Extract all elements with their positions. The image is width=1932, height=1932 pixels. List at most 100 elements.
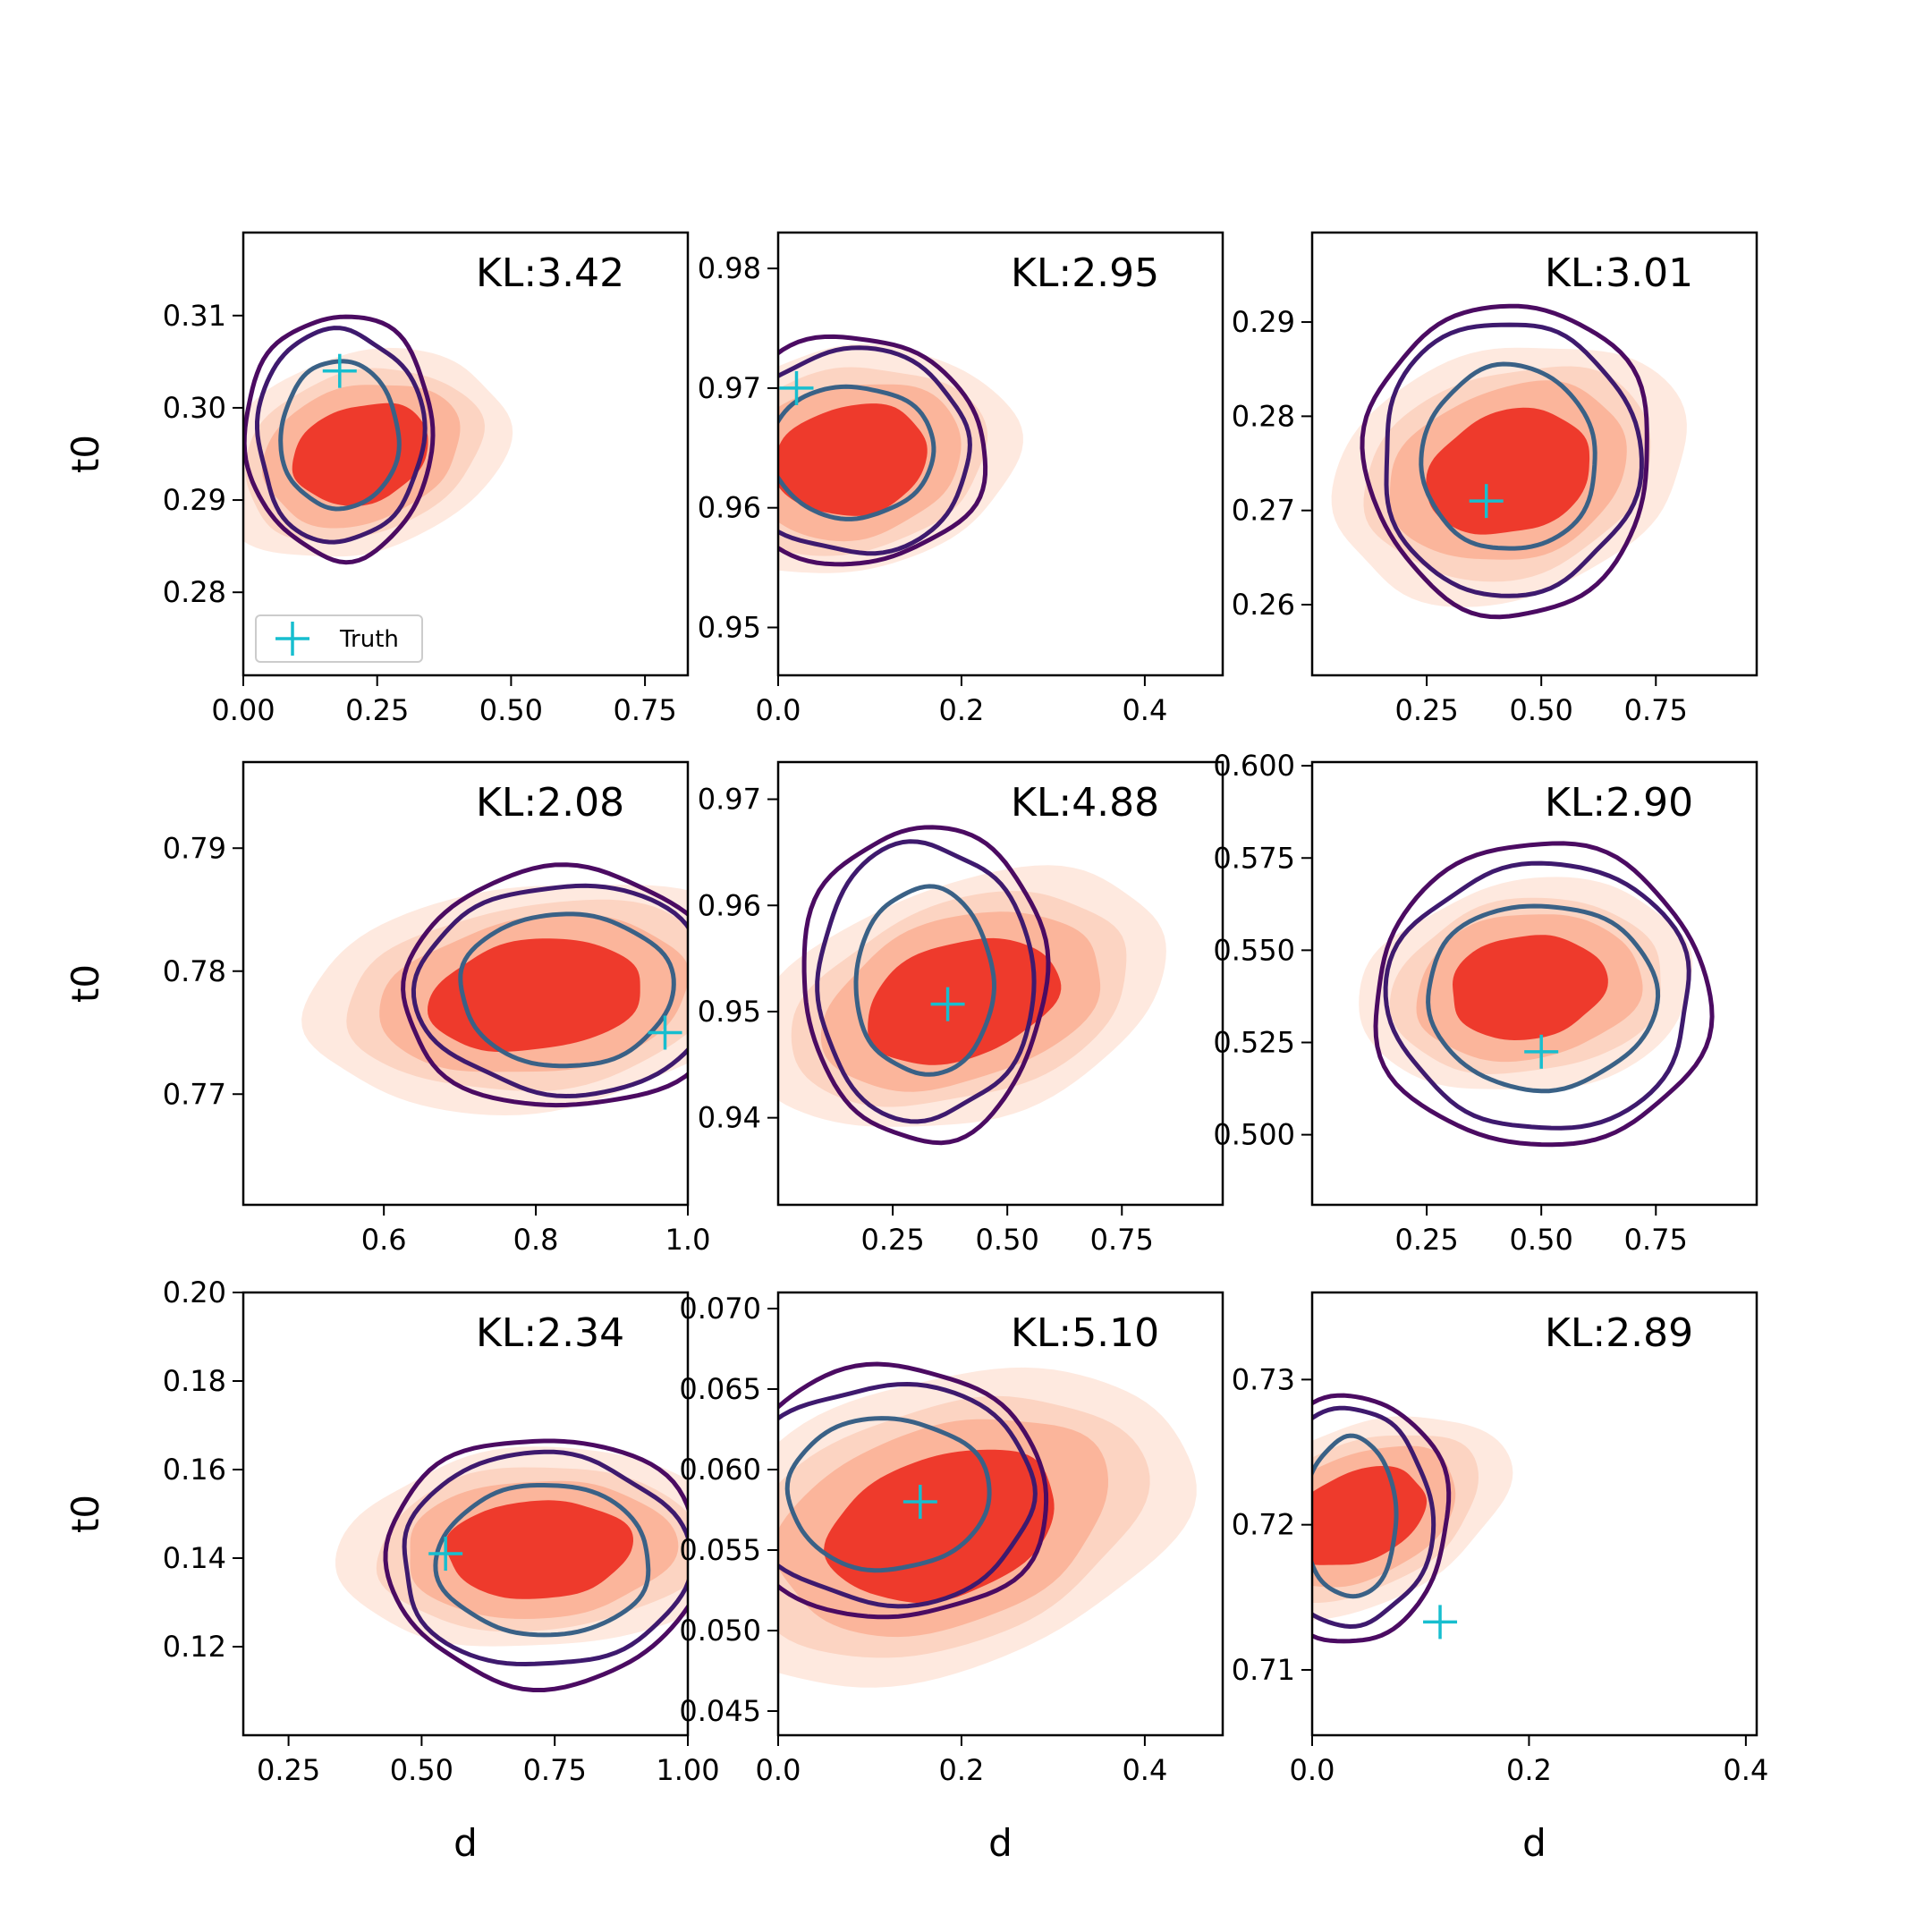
kl-annotation: KL:2.95 (1011, 250, 1159, 296)
model-contour-3 (801, 825, 1051, 1146)
truth-marker (648, 1015, 682, 1050)
axes-frame (1310, 1291, 1758, 1737)
truth-marker (428, 1537, 463, 1572)
y-tick-label: 0.045 (679, 1694, 761, 1728)
panel-2: 0.0 0.2 0.4 0.95 0.96 0.97 0.98 KL:2.95 (698, 231, 1224, 727)
model-contour-3 (401, 862, 688, 1108)
y-tick-label: 0.575 (1213, 841, 1295, 875)
y-tick-label: 0.79 (163, 831, 226, 865)
kl-annotation: KL:2.34 (476, 1310, 624, 1356)
y-tick-label: 0.72 (1232, 1508, 1295, 1542)
legend-label: Truth (339, 626, 399, 653)
y-tick-label: 0.12 (163, 1630, 226, 1664)
density-level-4 (445, 1500, 633, 1599)
model-contour-1 (784, 1416, 992, 1573)
y-tick-label: 0.95 (698, 610, 761, 644)
x-tick-label: 0.00 (211, 693, 275, 727)
y-tick-label: 0.060 (679, 1453, 761, 1487)
y-axis-label: t0 (64, 964, 107, 1003)
y-tick-label: 0.98 (698, 251, 761, 285)
kl-annotation: KL:3.01 (1545, 250, 1693, 296)
x-tick-label: 0.50 (976, 1223, 1039, 1257)
model-contour-1 (1426, 903, 1661, 1094)
x-tick-label: 0.6 (361, 1223, 407, 1257)
model-contour-2 (778, 345, 972, 556)
x-axis-label: d (988, 1821, 1013, 1865)
y-axis-label: t0 (64, 435, 107, 473)
y-tick-label: 0.065 (679, 1372, 761, 1406)
truth-marker (902, 1485, 937, 1519)
kl-annotation: KL:2.90 (1545, 780, 1693, 826)
y-tick-label: 0.94 (698, 1101, 761, 1135)
x-tick-label: 0.25 (860, 1223, 924, 1257)
density-level-4 (1312, 1466, 1428, 1565)
y-tick-label: 0.20 (163, 1275, 226, 1309)
y-tick-label: 0.500 (1213, 1118, 1295, 1152)
model-contour-2 (1384, 322, 1644, 598)
model-contour-2 (778, 1381, 1038, 1609)
y-tick-label: 0.070 (679, 1292, 761, 1326)
model-contour-2 (1312, 1405, 1436, 1630)
truth-marker (930, 987, 965, 1021)
model-contour-2 (411, 883, 688, 1099)
model-contour-3 (383, 1438, 688, 1692)
x-tick-label: 0.75 (1624, 1223, 1688, 1257)
x-tick-label: 0.2 (1506, 1753, 1552, 1787)
plot-area (1331, 303, 1687, 620)
model-contour-1 (1312, 1433, 1399, 1599)
kl-annotation: KL:4.88 (1011, 780, 1159, 826)
y-tick-label: 0.96 (698, 491, 761, 525)
y-tick-label: 0.14 (163, 1541, 226, 1575)
truth-marker (779, 370, 814, 405)
y-tick-label: 0.29 (1232, 305, 1295, 339)
axes-frame (776, 1291, 1224, 1737)
model-contour-2 (402, 1449, 688, 1667)
x-tick-label: 0.8 (513, 1223, 559, 1257)
model-contour-3 (1360, 303, 1649, 620)
kl-annotation: KL:2.08 (476, 780, 624, 826)
panel-4: 0.6 0.8 1.0 0.77 0.78 0.79 KL:2.08 t0 (64, 760, 710, 1257)
model-contour-3 (1373, 841, 1715, 1148)
x-tick-label: 0.2 (939, 1753, 985, 1787)
axes-frame (1310, 231, 1758, 677)
panel-1: 0.00 0.25 0.50 0.75 0.28 0.29 0.30 0.31 KL:3.42 t… (64, 231, 690, 727)
model-contour-1 (278, 359, 402, 512)
y-tick-label: 0.71 (1232, 1653, 1295, 1687)
model-contour-2 (815, 839, 1037, 1124)
x-tick-label: 0.50 (1510, 1223, 1573, 1257)
x-axis-label: d (453, 1821, 478, 1865)
panel-8: 0.0 0.2 0.4 0.045 0.050 0.055 0.060 0.065 0.070 K… (679, 1291, 1224, 1865)
x-tick-label: 1.00 (656, 1753, 719, 1787)
x-tick-label: 0.25 (345, 693, 409, 727)
plot-area (778, 1361, 1197, 1688)
model-contour-3 (243, 314, 436, 565)
x-tick-label: 0.0 (756, 1753, 801, 1787)
model-contour-2 (255, 326, 428, 545)
panel-5: 0.25 0.50 0.75 0.94 0.95 0.96 0.97 KL:4.88 (698, 760, 1224, 1257)
y-tick-label: 0.73 (1232, 1362, 1295, 1396)
x-tick-label: 0.4 (1122, 1753, 1167, 1787)
axes-frame (1310, 760, 1758, 1207)
y-axis-label: t0 (64, 1495, 107, 1533)
x-tick-label: 0.50 (1510, 693, 1573, 727)
y-tick-label: 0.550 (1213, 933, 1295, 967)
y-tick-label: 0.31 (163, 299, 226, 333)
panel-7: 0.25 0.50 0.75 1.00 0.12 0.14 0.16 0.18 0.20 KL:2… (64, 1275, 720, 1865)
model-contour-3 (1312, 1393, 1452, 1644)
y-tick-label: 0.055 (679, 1533, 761, 1567)
x-axis-label: d (1522, 1821, 1546, 1865)
density-level-4 (778, 403, 928, 516)
density-level-4 (428, 938, 640, 1053)
y-tick-label: 0.525 (1213, 1026, 1295, 1060)
axes-frame (776, 760, 1224, 1207)
panel-9: 0.0 0.2 0.4 0.71 0.72 0.73 KL:2.89 d (1232, 1291, 1768, 1865)
x-tick-label: 0.75 (523, 1753, 587, 1787)
x-tick-label: 0.0 (1290, 1753, 1335, 1787)
y-tick-label: 0.78 (163, 954, 226, 988)
model-contour-1 (778, 384, 936, 521)
x-tick-label: 0.25 (1394, 1223, 1458, 1257)
y-tick-label: 0.16 (163, 1453, 226, 1487)
x-tick-label: 0.2 (939, 693, 985, 727)
truth-marker (1423, 1605, 1458, 1640)
y-tick-label: 0.26 (1232, 588, 1295, 622)
